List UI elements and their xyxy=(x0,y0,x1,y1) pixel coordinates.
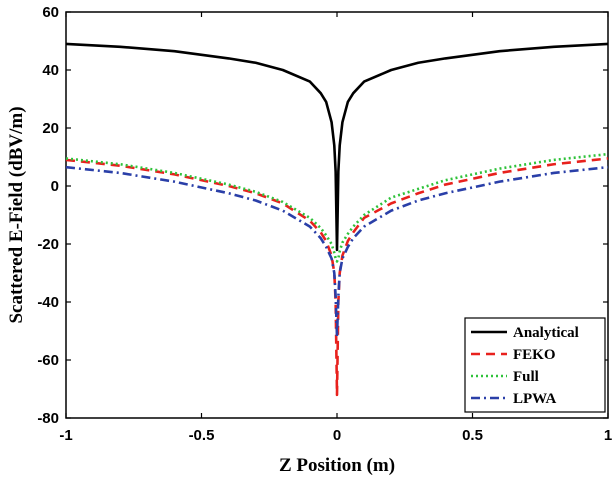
x-tick-label: 1 xyxy=(604,427,612,444)
series-line-full xyxy=(65,152,609,263)
x-tick-label: -0.5 xyxy=(189,427,215,444)
legend-label: LPWA xyxy=(513,391,557,407)
legend: Analytical FEKO Full LPWA xyxy=(464,317,606,413)
y-tick-label: -60 xyxy=(37,352,59,369)
legend-box xyxy=(464,317,606,413)
y-tick-label: -40 xyxy=(37,294,59,311)
y-axis-title: Scattered E-Field (dBV/m) xyxy=(6,106,27,323)
series-line-feko xyxy=(65,157,609,397)
axis-layer: -1 -0.5 0 0.5 1 -80 -60 -40 -20 0 20 40 60 xyxy=(37,4,612,444)
x-axis-title: Z Position (m) xyxy=(279,455,395,476)
series-line-lpwa xyxy=(65,165,609,339)
x-tick-label: -1 xyxy=(59,427,72,444)
y-tick-label: -80 xyxy=(37,410,59,427)
y-tick-label: 60 xyxy=(42,4,59,21)
y-tick-label: 20 xyxy=(42,120,59,137)
y-tick-label: -20 xyxy=(37,236,59,253)
y-tick-label: 0 xyxy=(51,178,59,195)
legend-label: Full xyxy=(513,369,539,385)
legend-label: Analytical xyxy=(513,325,579,341)
series-line-analytical xyxy=(65,42,609,252)
y-tick-label: 40 xyxy=(42,62,59,79)
x-tick-label: 0 xyxy=(333,427,341,444)
legend-label: FEKO xyxy=(513,347,556,363)
x-tick-label: 0.5 xyxy=(462,427,483,444)
series-layer xyxy=(65,42,609,397)
